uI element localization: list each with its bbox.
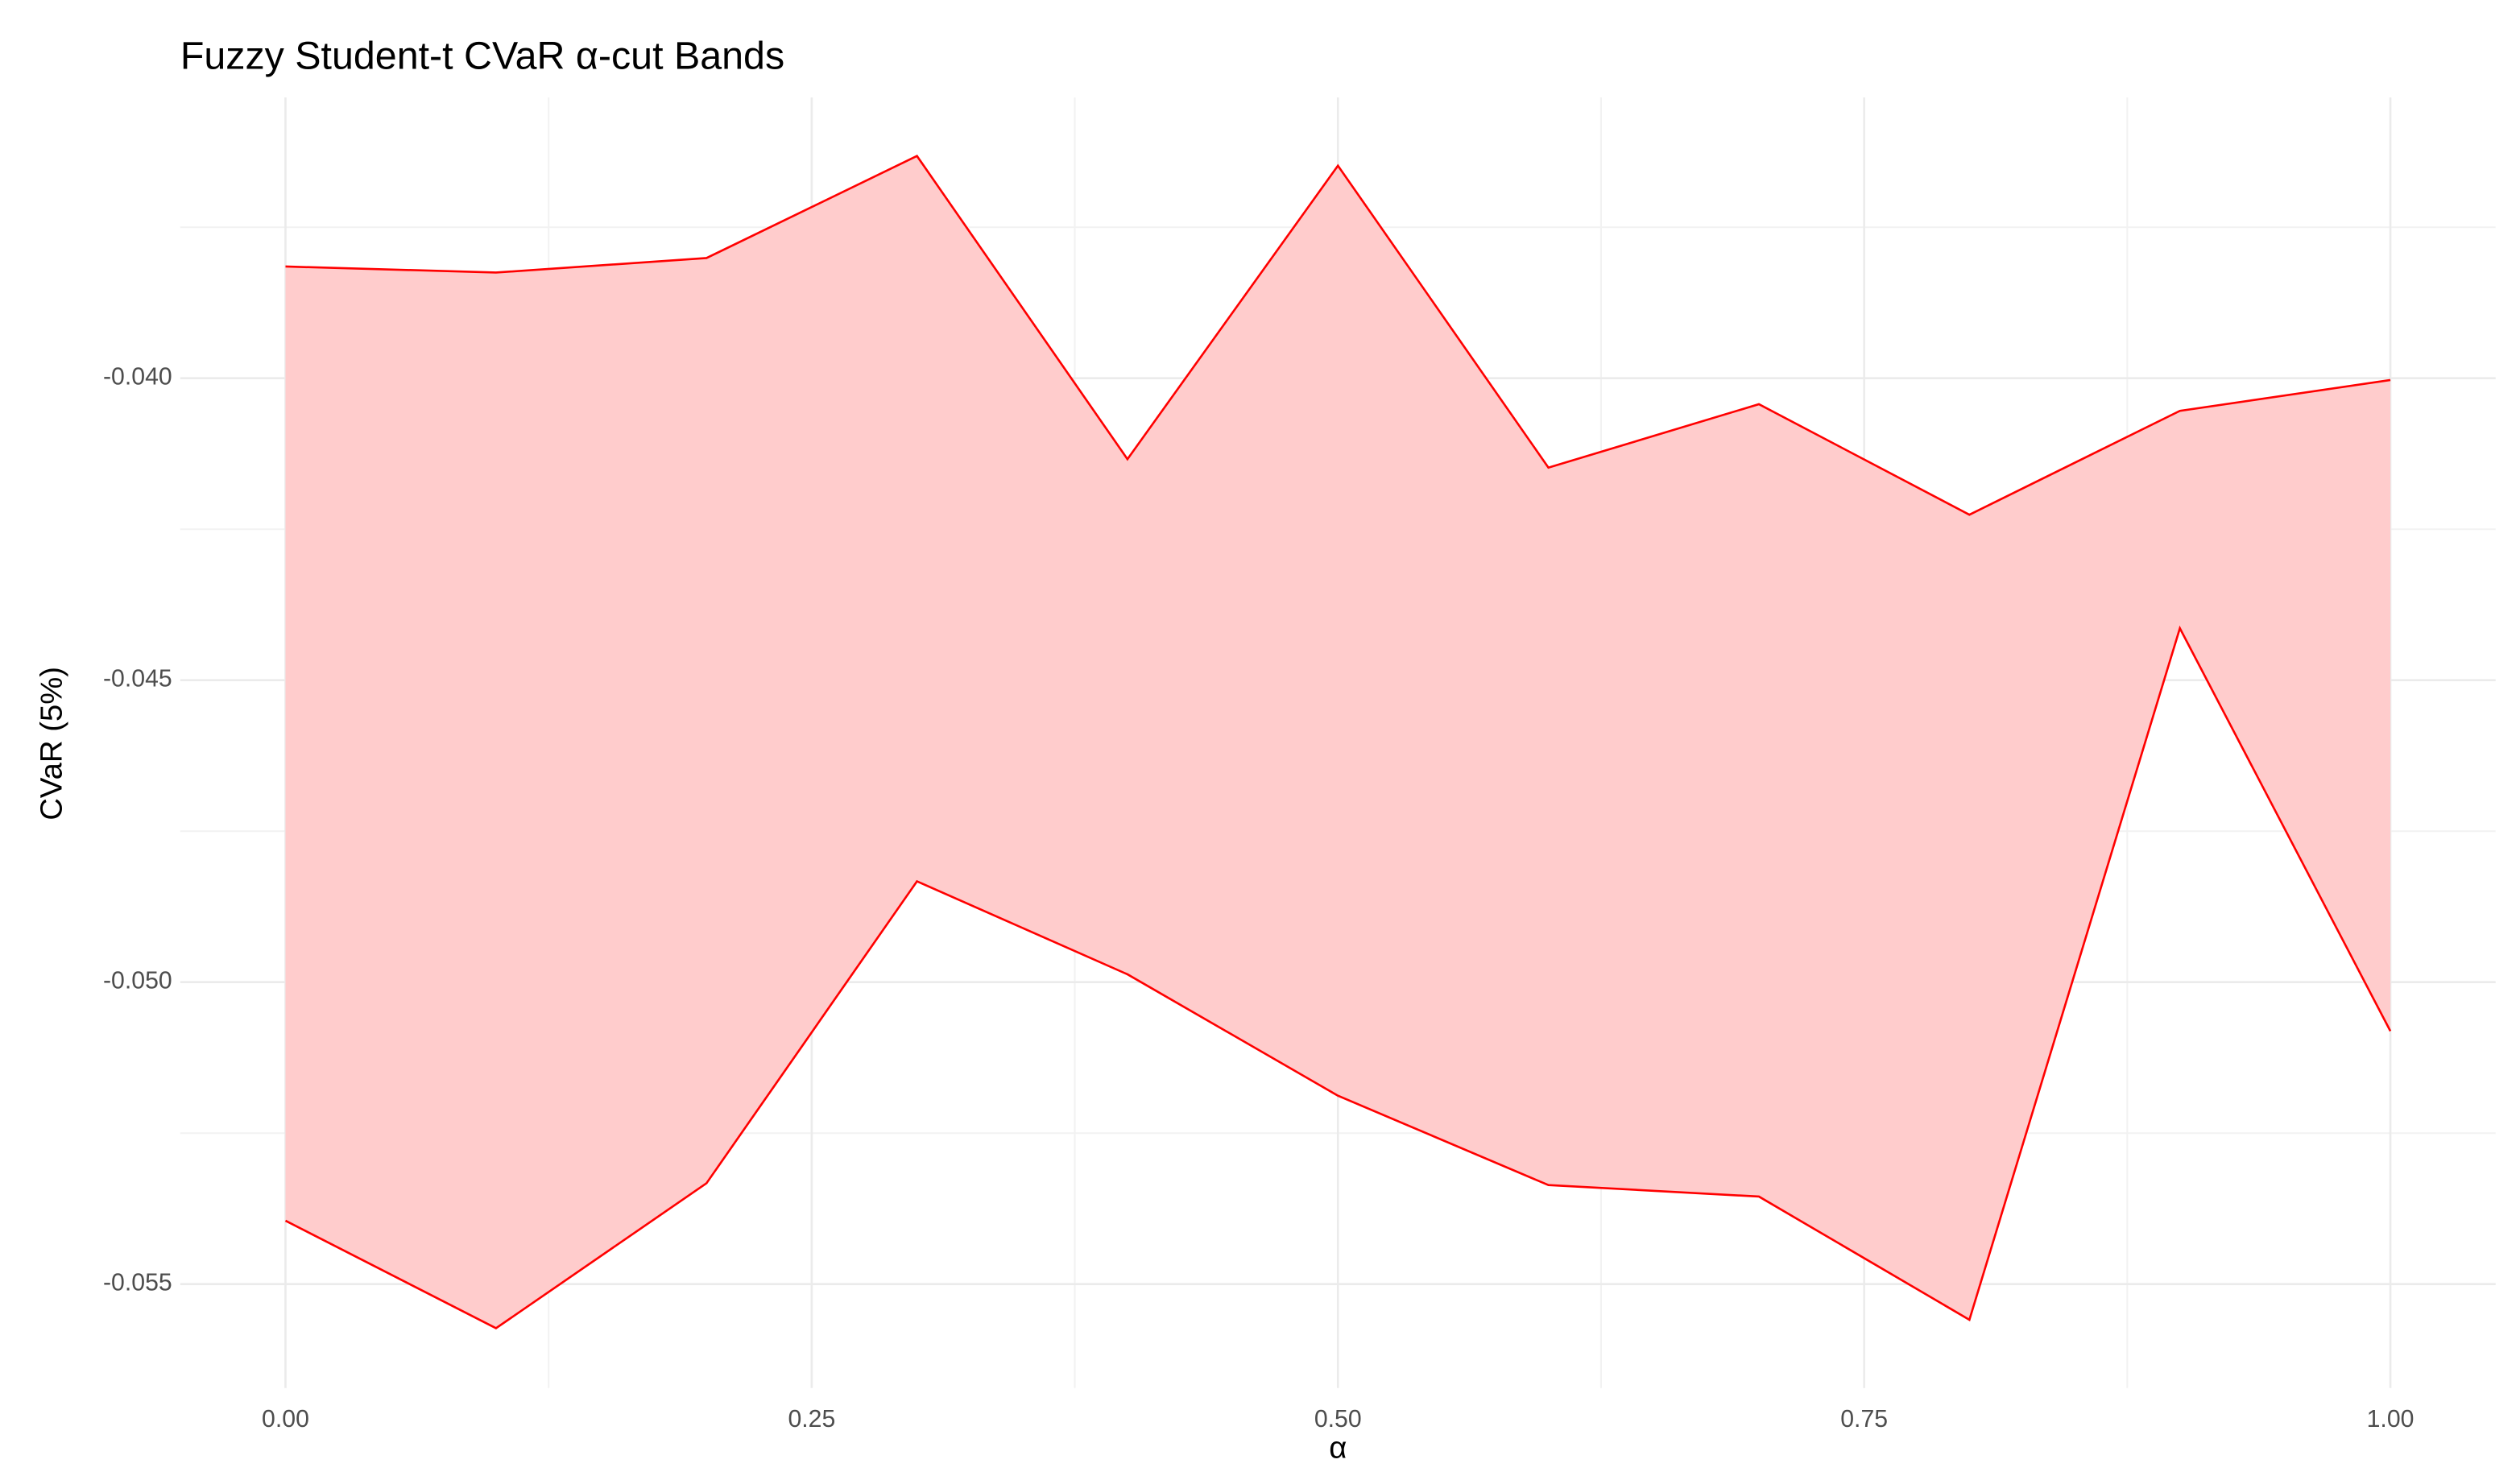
x-tick-label: 0.25 (788, 1406, 835, 1433)
x-axis-title: α (1329, 1430, 1347, 1465)
y-tick-label: -0.055 (103, 1270, 172, 1296)
y-tick-label: -0.040 (103, 364, 172, 391)
marks (284, 155, 2392, 1330)
y-tick-label: -0.050 (103, 968, 172, 994)
x-tick-label: 0.00 (262, 1406, 309, 1433)
y-axis-title: CVaR (5%) (35, 667, 69, 821)
lower-line (284, 625, 2392, 1330)
chart-title: Fuzzy Student-t CVaR α-cut Bands (180, 34, 784, 77)
x-tick-label: 0.75 (1840, 1406, 1888, 1433)
x-tick-label: 0.50 (1314, 1406, 1362, 1433)
ribbon-area (285, 155, 2391, 1329)
y-tick-label: -0.045 (103, 666, 172, 693)
x-tick-label: 1.00 (2367, 1406, 2414, 1433)
upper-line (285, 155, 2391, 516)
